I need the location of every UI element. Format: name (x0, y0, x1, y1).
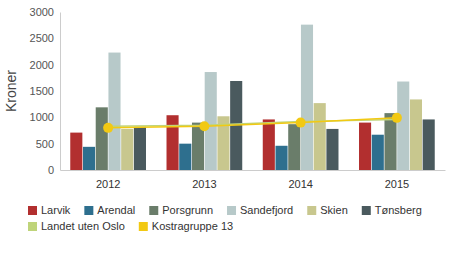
bar (326, 129, 338, 170)
chart: 0 500 1000 1500 2000 2500 3000 2012 2013 2014 2015… (0, 0, 450, 253)
bar (70, 133, 82, 170)
line (108, 118, 397, 128)
legend-label: Arendal (97, 204, 135, 216)
bar (423, 119, 435, 170)
y-tick-label: 3000 (30, 6, 54, 18)
bar (314, 103, 326, 170)
legend-label: Tønsberg (375, 204, 422, 216)
y-tick-label: 0 (48, 164, 54, 176)
y-tick: 3000 (30, 6, 60, 18)
bar (167, 115, 179, 170)
y-tick-label: 2000 (30, 59, 54, 71)
bar (410, 99, 422, 170)
bar (397, 82, 409, 170)
y-tick: 1000 (30, 111, 60, 123)
marker (392, 113, 402, 123)
marker (103, 123, 113, 133)
bar (121, 129, 133, 170)
bar (108, 53, 120, 170)
legend-swatch (28, 206, 37, 215)
x-tick-label: 2012 (96, 178, 120, 190)
marker (199, 121, 209, 131)
x-tick: 2012 (96, 170, 120, 190)
bar (263, 119, 275, 170)
legend-swatch (362, 206, 371, 215)
x-tick: 2014 (288, 170, 312, 190)
y-tick-label: 1500 (30, 85, 54, 97)
bar (96, 107, 108, 170)
legend-item: Arendal (84, 204, 135, 216)
y-axis: 0 500 1000 1500 2000 2500 3000 (30, 6, 61, 176)
legend-label: Porsgrunn (162, 204, 213, 216)
legend-item: Skien (307, 204, 348, 216)
legend-item: Porsgrunn (149, 204, 213, 216)
legend-item: Tønsberg (362, 204, 422, 216)
y-tick-label: 500 (36, 138, 54, 150)
y-axis-line (60, 13, 61, 171)
legend-swatch (149, 206, 158, 215)
y-tick: 2000 (30, 59, 60, 71)
x-tick: 2015 (385, 170, 409, 190)
y-tick-label: 1000 (30, 111, 54, 123)
x-tick: 2013 (192, 170, 216, 190)
bar (372, 135, 384, 170)
bar (205, 72, 217, 170)
bar (288, 124, 300, 170)
legend-label: Skien (320, 204, 348, 216)
y-axis-title: Kroner (3, 70, 19, 112)
legend-item: Landet uten Oslo (28, 220, 125, 232)
marker (296, 118, 306, 128)
legend-swatch (307, 206, 316, 215)
plot-area (70, 25, 434, 170)
legend-item: Sandefjord (227, 204, 293, 216)
legend-swatch (84, 206, 93, 215)
y-tick: 500 (36, 138, 60, 150)
y-tick: 0 (48, 164, 60, 176)
bar (359, 123, 371, 170)
legend-swatch (227, 206, 236, 215)
y-tick-label: 2500 (30, 32, 54, 44)
legend-item: Larvik (28, 204, 71, 216)
legend-swatch (139, 222, 148, 231)
legend-item: Kostragruppe 13 (139, 220, 233, 232)
legend-swatch (28, 222, 37, 231)
legend-label: Larvik (41, 204, 71, 216)
legend: Larvik Arendal Porsgrunn Sandefjord Skien Tøn… (28, 204, 422, 232)
y-tick: 1500 (30, 85, 60, 97)
legend-label: Landet uten Oslo (41, 220, 125, 232)
bar (83, 147, 95, 170)
bar (179, 144, 191, 170)
x-axis: 2012 2013 2014 2015 (61, 170, 446, 190)
bar (134, 127, 146, 170)
bar (301, 25, 313, 170)
legend-label: Kostragruppe 13 (152, 220, 233, 232)
y-tick: 2500 (30, 32, 60, 44)
x-axis-line (61, 170, 446, 171)
x-tick-label: 2015 (385, 178, 409, 190)
x-tick-label: 2013 (192, 178, 216, 190)
legend-label: Sandefjord (240, 204, 293, 216)
bar (275, 146, 287, 170)
x-tick-label: 2014 (288, 178, 312, 190)
